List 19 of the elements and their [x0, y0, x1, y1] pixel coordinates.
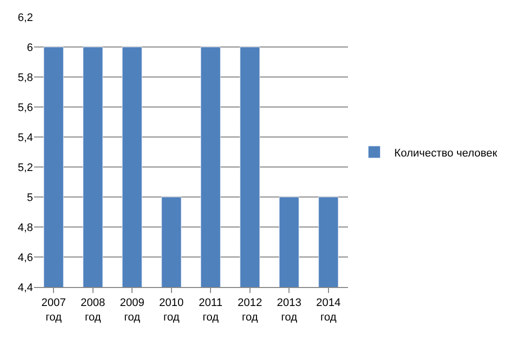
y-tick-label: 5,6: [18, 102, 33, 114]
y-tick-label: 5,2: [18, 162, 33, 174]
y-tick-label: 6: [26, 42, 33, 54]
x-tick-label: 2013 год: [276, 297, 302, 324]
y-tick-label: 5,8: [18, 72, 33, 84]
y-tick-label: 4,6: [18, 252, 33, 264]
x-tick-label: 2014 год: [316, 297, 341, 324]
legend-label: Количество человек: [394, 147, 498, 160]
y-tick-label: 6,2: [18, 12, 33, 24]
y-tick-label: 4,4: [18, 282, 33, 294]
x-tick-label: 2008 год: [80, 297, 106, 324]
x-tick-label: 2011 год: [198, 297, 222, 324]
x-tick-label: 2009 год: [120, 297, 144, 324]
y-tick-label: 5: [26, 192, 33, 204]
x-tick-label: 2012 год: [238, 297, 262, 324]
x-tick-label: 2010 год: [159, 297, 184, 324]
x-tick-label: 2007 год: [41, 297, 66, 324]
y-tick-label: 4,8: [18, 222, 33, 234]
y-tick-label: 5,4: [18, 132, 33, 144]
